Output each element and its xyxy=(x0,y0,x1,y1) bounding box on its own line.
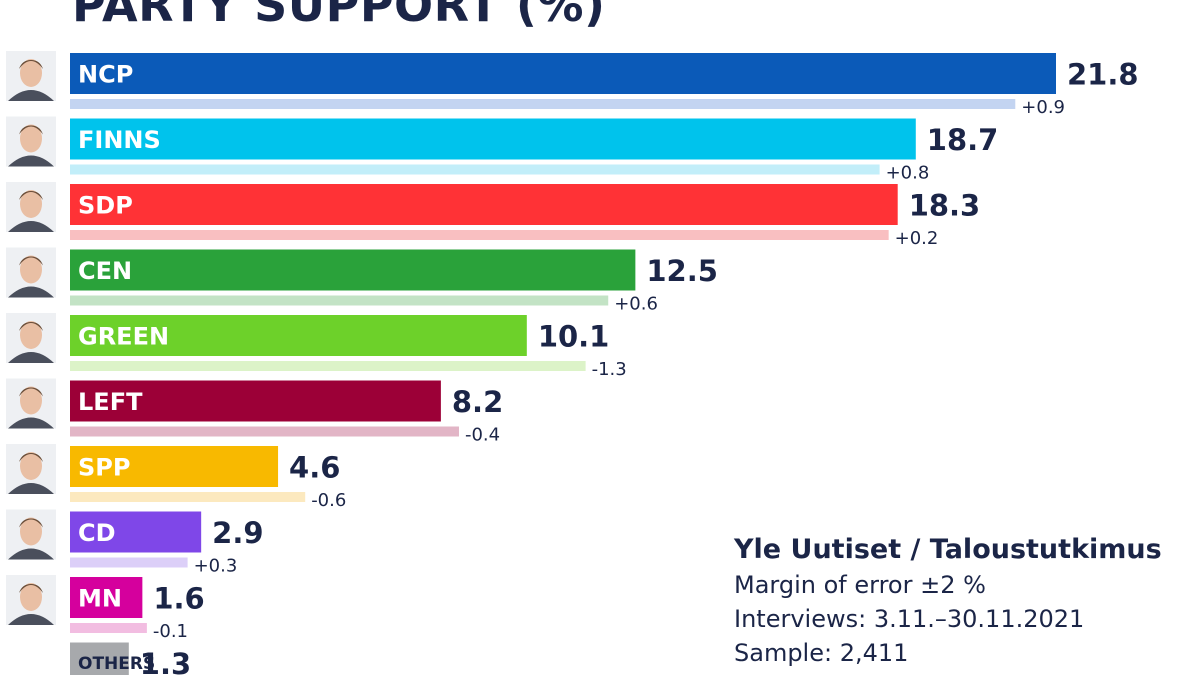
bar-green xyxy=(70,315,527,356)
value-label-spp: 4.6 xyxy=(289,451,340,485)
portrait-mn xyxy=(6,575,56,625)
value-label-ncp: 21.8 xyxy=(1067,58,1139,92)
value-label-cen: 12.5 xyxy=(646,254,718,288)
portrait-cd xyxy=(6,509,56,560)
category-label-finns: FINNS xyxy=(78,126,161,154)
value-label-others: 1.3 xyxy=(140,647,191,675)
value-label-mn: 1.6 xyxy=(153,582,204,616)
change-label-mn: -0.1 xyxy=(153,621,188,642)
previous-bar-green xyxy=(70,361,586,371)
category-label-ncp: NCP xyxy=(78,61,133,89)
portrait-ncp xyxy=(6,51,56,101)
category-label-cd: CD xyxy=(78,519,116,547)
change-label-spp: -0.6 xyxy=(311,490,346,511)
source-title: Yle Uutiset / Taloustutkimus xyxy=(734,534,1162,565)
value-label-left: 8.2 xyxy=(452,385,503,419)
source-info: Yle Uutiset / Taloustutkimus Margin of e… xyxy=(734,532,1194,670)
change-label-cen: +0.6 xyxy=(614,294,658,315)
bar-others xyxy=(70,642,129,675)
bar-mn xyxy=(70,577,143,618)
category-label-green: GREEN xyxy=(78,323,169,351)
previous-bar-sdp xyxy=(70,230,889,240)
portrait-green xyxy=(6,313,56,363)
bar-sdp xyxy=(70,184,898,225)
value-label-green: 10.1 xyxy=(538,320,610,354)
previous-bar-cd xyxy=(70,557,188,568)
change-label-sdp: +0.2 xyxy=(895,228,939,249)
change-label-left: -0.4 xyxy=(465,425,500,446)
value-label-sdp: 18.3 xyxy=(909,189,981,223)
previous-bar-left xyxy=(70,426,459,437)
bar-ncp xyxy=(70,53,1056,94)
change-label-ncp: +0.9 xyxy=(1021,97,1065,118)
previous-bar-finns xyxy=(70,164,880,175)
change-label-cd: +0.3 xyxy=(194,556,238,577)
change-label-finns: +0.8 xyxy=(886,163,930,184)
bar-left xyxy=(70,380,441,422)
bar-cen xyxy=(70,249,636,291)
category-label-cen: CEN xyxy=(78,257,132,285)
portrait-spp xyxy=(6,444,56,494)
previous-bar-cen xyxy=(70,295,609,306)
category-label-others: OTHERS xyxy=(78,654,155,674)
previous-bar-spp xyxy=(70,492,306,502)
category-label-spp: SPP xyxy=(78,454,130,482)
value-label-cd: 2.9 xyxy=(212,516,263,550)
bar-spp xyxy=(70,446,279,487)
sample-size: Sample: 2,411 xyxy=(734,639,909,667)
chart-title: PARTY SUPPORT (%) xyxy=(72,0,606,32)
interview-dates: Interviews: 3.11.–30.11.2021 xyxy=(734,605,1085,633)
bar-finns xyxy=(70,118,916,160)
bar-cd xyxy=(70,511,202,553)
change-label-green: -1.3 xyxy=(592,359,627,380)
portrait-sdp xyxy=(6,182,56,232)
margin-of-error: Margin of error ±2 % xyxy=(734,571,986,599)
category-label-sdp: SDP xyxy=(78,192,133,220)
previous-bar-ncp xyxy=(70,99,1016,109)
value-label-finns: 18.7 xyxy=(927,123,999,157)
previous-bar-mn xyxy=(70,623,147,633)
portrait-finns xyxy=(6,116,56,167)
category-label-left: LEFT xyxy=(78,388,143,416)
portrait-cen xyxy=(6,247,56,298)
category-label-mn: MN xyxy=(78,585,122,613)
portrait-left xyxy=(6,378,56,429)
